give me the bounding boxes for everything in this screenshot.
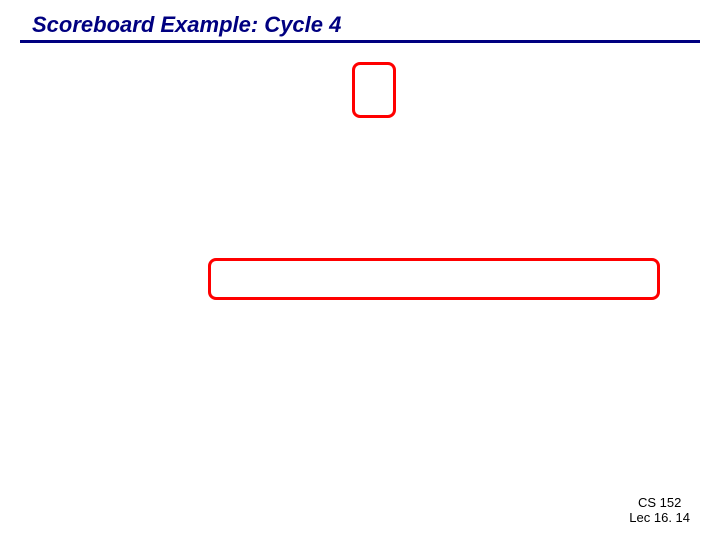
slide-title: Scoreboard Example: Cycle 4 (32, 12, 341, 38)
footer-line1: CS 152 (629, 496, 690, 511)
slide: Scoreboard Example: Cycle 4 CS 152 Lec 1… (0, 0, 720, 540)
slide-footer: CS 152 Lec 16. 14 (629, 496, 690, 526)
footer-line2: Lec 16. 14 (629, 511, 690, 526)
highlight-box-wide (208, 258, 660, 300)
highlight-box-small (352, 62, 396, 118)
title-underline (20, 40, 700, 43)
